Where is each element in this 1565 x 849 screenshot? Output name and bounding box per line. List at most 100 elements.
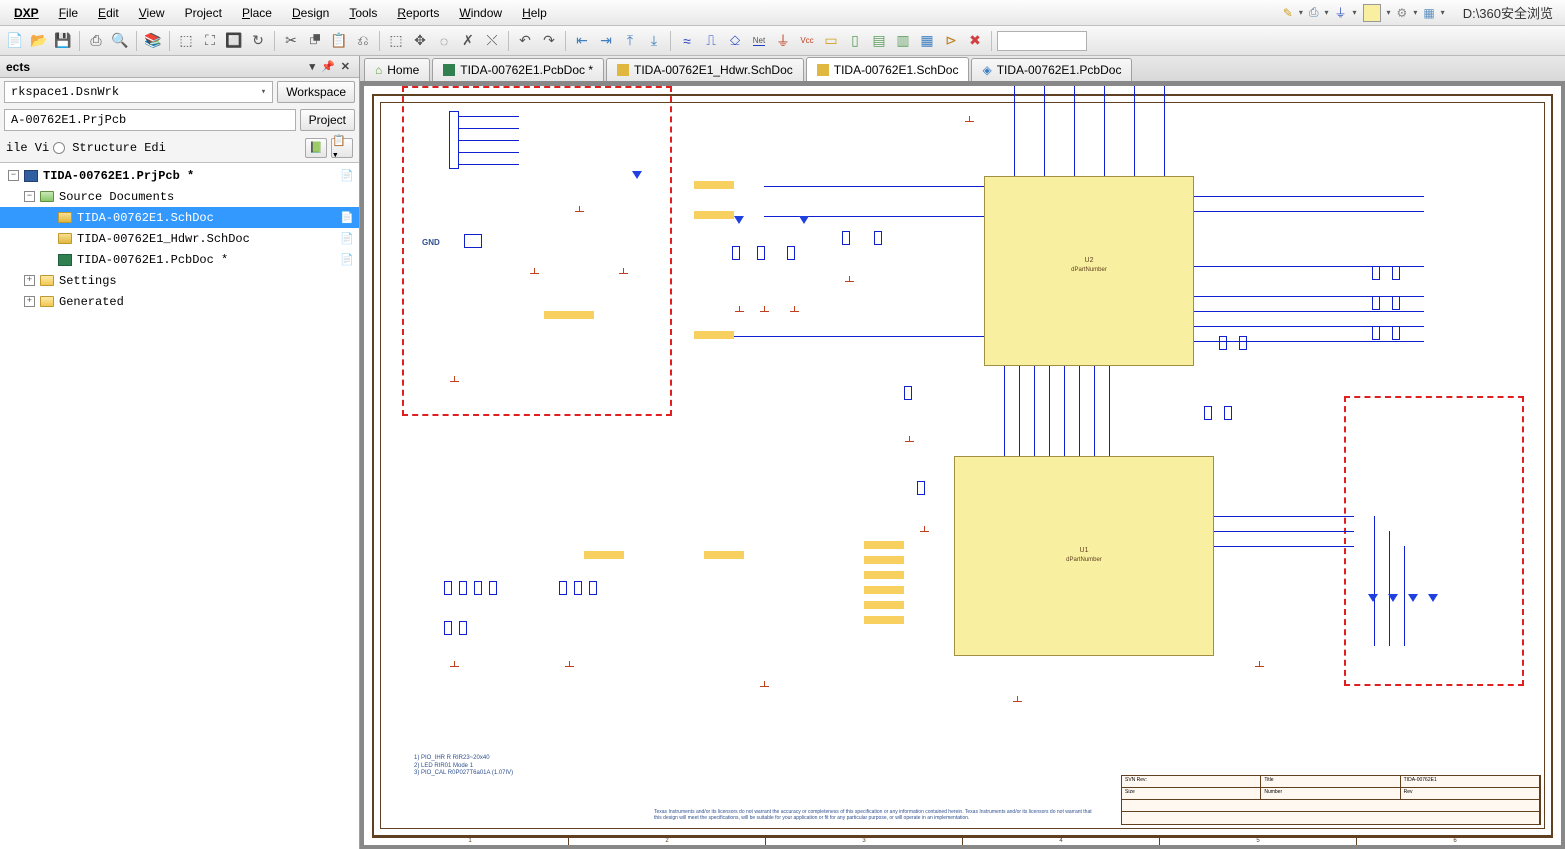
file-view-radio[interactable]: ile Vi — [6, 141, 49, 155]
sheet-entry-icon[interactable]: ▤ — [868, 30, 890, 52]
tree-row[interactable]: −TIDA-00762E1.PrjPcb *📄 — [0, 165, 359, 186]
pencil-icon[interactable]: ✎ — [1283, 6, 1293, 20]
gnd-symbol-icon[interactable]: ⏚ — [1335, 4, 1347, 21]
cross-select-icon[interactable]: ⤬ — [481, 30, 503, 52]
part-icon[interactable]: ⊳ — [940, 30, 962, 52]
wire-icon[interactable]: ≈ — [676, 30, 698, 52]
folder-icon — [40, 275, 54, 286]
disclaimer-text: Texas Instruments and/or its licensors d… — [654, 809, 1094, 821]
color-swatch[interactable] — [1363, 4, 1381, 22]
menu-project[interactable]: Project — [175, 6, 232, 20]
panel-close-icon[interactable]: ✕ — [338, 60, 353, 73]
harness-icon[interactable]: ⎐ — [724, 30, 746, 52]
resistor — [589, 581, 597, 595]
ic-chip-u2[interactable]: U2 dPartNumber — [984, 176, 1194, 366]
netlabel — [864, 586, 904, 594]
open-icon[interactable]: 📂 — [28, 30, 50, 52]
undo-icon[interactable]: ↶ — [514, 30, 536, 52]
gnd-symbol — [919, 526, 931, 536]
panel-config-icon[interactable]: 📗 — [305, 138, 327, 158]
library-icon[interactable]: 📚 — [142, 30, 164, 52]
device-sheet-icon[interactable]: ▥ — [892, 30, 914, 52]
preview-icon[interactable]: 🔍 — [109, 30, 131, 52]
new-icon[interactable]: 📄 — [4, 30, 26, 52]
document-tab[interactable]: TIDA-00762E1_Hdwr.SchDoc — [606, 58, 804, 81]
tree-expander-icon[interactable]: − — [24, 191, 35, 202]
menu-place[interactable]: Place — [232, 6, 282, 20]
menu-file[interactable]: File — [49, 6, 88, 20]
document-tab[interactable]: TIDA-00762E1.SchDoc — [806, 57, 970, 81]
bus-icon[interactable]: ⎍ — [700, 30, 722, 52]
copy-icon[interactable]: ⮻ — [304, 30, 326, 52]
delete-icon[interactable]: ✖ — [964, 30, 986, 52]
paste-icon[interactable]: 📋 — [328, 30, 350, 52]
structure-view-radio[interactable]: Structure Edi — [72, 141, 166, 155]
ic-chip-u1[interactable]: U1 dPartNumber — [954, 456, 1214, 656]
menu-window[interactable]: Window — [449, 6, 512, 20]
structure-radio-icon[interactable] — [53, 142, 65, 154]
print-icon[interactable]: ⎙ — [85, 30, 107, 52]
deselect-icon[interactable]: ✗ — [457, 30, 479, 52]
zoom-window-icon[interactable]: ⬚ — [175, 30, 197, 52]
tree-row[interactable]: TIDA-00762E1.PcbDoc *📄 — [0, 249, 359, 270]
tree-expander-icon[interactable]: + — [24, 296, 35, 307]
align-right-icon[interactable]: ⇥ — [595, 30, 617, 52]
align-bottom-icon[interactable]: ⤓ — [643, 30, 665, 52]
app-logo[interactable]: DXP — [4, 6, 49, 20]
capacitor — [842, 231, 850, 245]
menu-tools[interactable]: Tools — [339, 6, 387, 20]
schematic-canvas[interactable]: U2 dPartNumber U1 dPartNumber — [364, 86, 1561, 845]
align-left-icon[interactable]: ⇤ — [571, 30, 593, 52]
menu-design[interactable]: Design — [282, 6, 339, 20]
printer-icon[interactable]: ⎙ — [1309, 5, 1319, 20]
move-icon[interactable]: ✥ — [409, 30, 431, 52]
gnd-icon[interactable]: ⏚ — [772, 30, 794, 52]
workspace-button[interactable]: Workspace — [277, 81, 355, 103]
grid-icon[interactable]: ▦ — [1423, 6, 1434, 20]
tree-row[interactable]: +Settings — [0, 270, 359, 291]
refresh-icon[interactable]: ↻ — [247, 30, 269, 52]
redo-icon[interactable]: ↷ — [538, 30, 560, 52]
tree-row[interactable]: +Generated — [0, 291, 359, 312]
lasso-icon[interactable]: ◌ — [433, 30, 455, 52]
schematic-icon — [58, 212, 72, 223]
project-button[interactable]: Project — [300, 109, 355, 131]
diode-icon — [734, 216, 744, 224]
menu-view[interactable]: View — [129, 6, 175, 20]
document-tab[interactable]: ⌂Home — [364, 58, 430, 81]
tree-expander-icon[interactable]: + — [24, 275, 35, 286]
port-icon[interactable]: ▭ — [820, 30, 842, 52]
panel-options-icon[interactable]: 📋▾ — [331, 138, 353, 158]
doc-status-icon: 📄 — [339, 210, 355, 226]
menu-edit[interactable]: Edit — [88, 6, 129, 20]
menu-help[interactable]: Help — [512, 6, 557, 20]
document-tab[interactable]: TIDA-00762E1.PcbDoc * — [432, 58, 604, 81]
project-field[interactable]: A-00762E1.PrjPcb — [4, 109, 296, 131]
panel-dropdown-icon[interactable]: ▾ — [307, 60, 319, 73]
tree-row[interactable]: TIDA-00762E1.SchDoc📄 — [0, 207, 359, 228]
netlabel-icon[interactable]: Net — [748, 30, 770, 52]
align-top-icon[interactable]: ⤒ — [619, 30, 641, 52]
cut-icon[interactable]: ✂ — [280, 30, 302, 52]
tab-label: TIDA-00762E1_Hdwr.SchDoc — [634, 63, 793, 77]
zoom-fit-icon[interactable]: ⛶ — [199, 30, 221, 52]
sheet-symbol-icon[interactable]: ▯ — [844, 30, 866, 52]
pcb-icon — [58, 254, 72, 266]
panel-pin-icon[interactable]: 📌 — [318, 60, 338, 73]
harness-connector-icon[interactable]: ▦ — [916, 30, 938, 52]
zoom-select-icon[interactable]: 🔲 — [223, 30, 245, 52]
schematic-icon — [817, 64, 829, 76]
netlabel — [864, 556, 904, 564]
tree-row[interactable]: −Source Documents — [0, 186, 359, 207]
save-icon[interactable]: 💾 — [52, 30, 74, 52]
vcc-icon[interactable]: Vcc — [796, 30, 818, 52]
select-icon[interactable]: ⬚ — [385, 30, 407, 52]
stamp-icon[interactable]: ⎌ — [352, 30, 374, 52]
tree-row[interactable]: TIDA-00762E1_Hdwr.SchDoc📄 — [0, 228, 359, 249]
document-tab[interactable]: ◈TIDA-00762E1.PcbDoc — [971, 58, 1132, 81]
menu-reports[interactable]: Reports — [387, 6, 449, 20]
toolbar-search[interactable] — [997, 31, 1087, 51]
gear-icon[interactable]: ⚙ — [1397, 6, 1408, 20]
tree-expander-icon[interactable]: − — [8, 170, 19, 181]
workspace-dropdown[interactable]: rkspace1.DsnWrk ▾ — [4, 81, 273, 103]
